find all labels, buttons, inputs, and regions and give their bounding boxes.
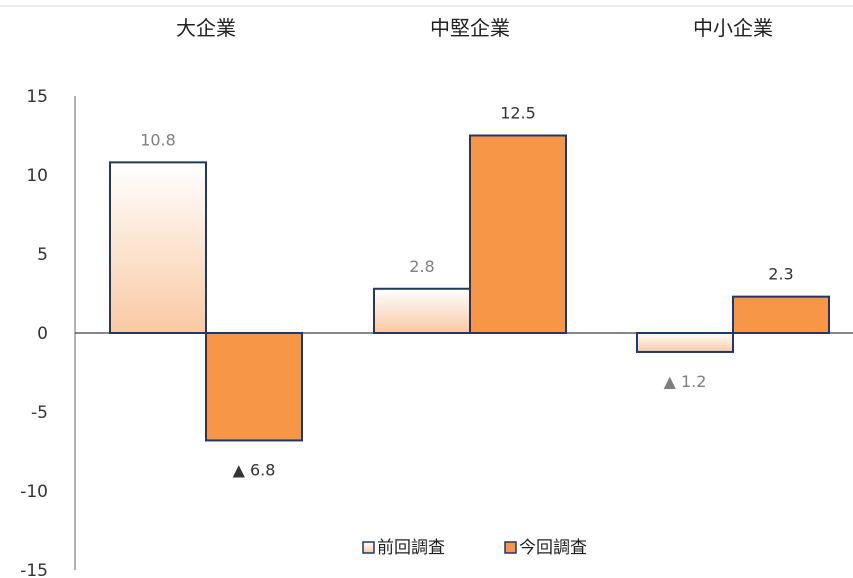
category-label: 中小企業 [693, 16, 773, 40]
bar-current [732, 295, 830, 335]
bar-previous [636, 332, 734, 353]
y-tick-label: -15 [20, 561, 48, 578]
bar-current [205, 332, 303, 442]
data-label: 2.8 [409, 257, 434, 276]
data-label: 12.5 [500, 104, 536, 123]
bar-previous [109, 161, 207, 334]
legend-label: 前回調査 [377, 538, 445, 558]
bar-current [469, 134, 567, 334]
data-labels: 10.8 2.8 ▲ 1.2 ▲ 6.8 12.5 2.3 [140, 104, 794, 480]
y-tick-label: -10 [20, 482, 48, 502]
data-label: 10.8 [140, 130, 176, 149]
legend-swatch [504, 541, 517, 554]
data-label: 2.3 [768, 265, 793, 284]
legend-label: 今回調査 [519, 538, 587, 558]
y-tick-label: 0 [37, 324, 48, 344]
data-label: ▲ 1.2 [664, 372, 707, 391]
group-labels: 大企業 中堅企業 中小企業 [176, 16, 773, 40]
y-tick-label: 10 [26, 166, 48, 186]
y-tick-label: 15 [26, 87, 48, 107]
category-label: 中堅企業 [430, 16, 510, 40]
y-tick-label: -5 [31, 403, 48, 423]
y-tick-label: 5 [37, 245, 48, 265]
bars [109, 134, 830, 442]
legend-swatch [362, 541, 375, 554]
legend: 前回調査 今回調査 [362, 538, 587, 558]
category-label: 大企業 [176, 16, 236, 40]
bar-previous [373, 287, 471, 335]
data-label: ▲ 6.8 [233, 460, 276, 479]
